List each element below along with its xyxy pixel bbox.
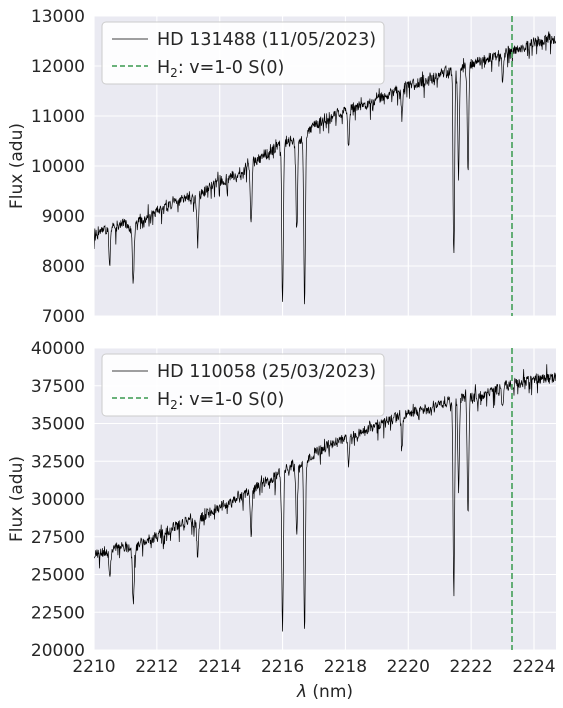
- y-tick-label: 8000: [42, 257, 85, 277]
- x-tick-label: 2222: [450, 657, 493, 677]
- y-axis-label: Flux (adu): [7, 123, 27, 209]
- top-spectrum-panel: 7000 8000 9000 10000 11000 12000 13000 Flux (ad…: [7, 7, 556, 327]
- legend-h2-label: H2: v=1-0 S(0): [157, 58, 284, 80]
- y-tick-label: 22500: [31, 603, 85, 623]
- y-tick-label: 12000: [31, 57, 85, 77]
- y-tick-label: 11000: [31, 107, 85, 127]
- x-tick-label: 2214: [198, 657, 241, 677]
- y-tick-label: 30000: [31, 490, 85, 510]
- y-tick-label: 32500: [31, 452, 85, 472]
- y-axis-label: Flux (adu): [7, 456, 27, 542]
- x-tick-label: 2224: [512, 657, 555, 677]
- legend: HD 131488 (11/05/2023) H2: v=1-0 S(0): [101, 21, 385, 85]
- x-tick-label: 2220: [387, 657, 430, 677]
- x-axis-label: λ (nm): [296, 682, 353, 702]
- x-tick-label: 2218: [324, 657, 367, 677]
- x-tick-label: 2216: [261, 657, 304, 677]
- y-tick-label: 20000: [31, 641, 85, 661]
- y-tick-label: 7000: [42, 307, 85, 327]
- legend-spectrum-label: HD 131488 (11/05/2023): [157, 30, 376, 50]
- spectrum-line: [94, 31, 556, 305]
- y-tick-label: 25000: [31, 566, 85, 586]
- y-tick-label: 37500: [31, 377, 85, 397]
- x-tick-label: 2212: [135, 657, 178, 677]
- y-tick-label: 9000: [42, 207, 85, 227]
- y-tick-label: 10000: [31, 157, 85, 177]
- legend-box: [101, 353, 385, 417]
- legend-box: [101, 21, 385, 85]
- y-tick-label: 35000: [31, 415, 85, 435]
- y-tick-label: 40000: [31, 339, 85, 359]
- legend-h2-label: H2: v=1-0 S(0): [157, 390, 284, 412]
- x-tick-label: 2210: [72, 657, 115, 677]
- y-tick-label: 13000: [31, 7, 85, 27]
- y-tick-label: 27500: [31, 528, 85, 548]
- legend-spectrum-label: HD 110058 (25/03/2023): [157, 362, 376, 382]
- bottom-spectrum-panel: 20000 22500 25000 27500 30000 32500 35000 37500…: [7, 339, 556, 702]
- legend: HD 110058 (25/03/2023) H2: v=1-0 S(0): [101, 353, 385, 417]
- spectrum-line: [94, 364, 556, 632]
